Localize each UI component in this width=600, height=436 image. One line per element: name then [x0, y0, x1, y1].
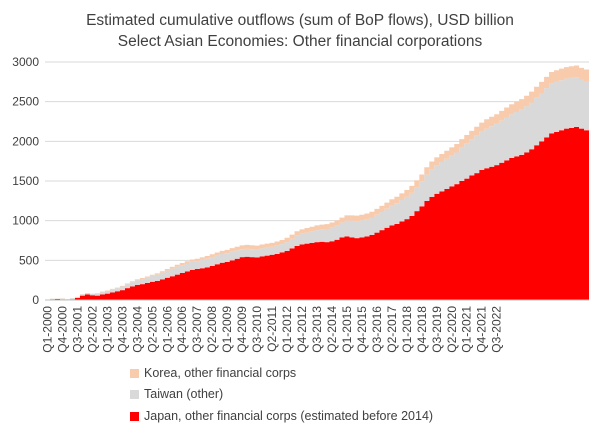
chart-title: Estimated cumulative outflows (sum of Bo…	[86, 12, 514, 29]
x-tick-label: Q2-2017	[385, 306, 399, 353]
x-tick-label: Q3-2007	[190, 306, 204, 353]
x-tick-label: Q1-2009	[220, 306, 234, 353]
y-tick-label: 1500	[12, 174, 39, 188]
x-tick-label: Q3-2022	[490, 306, 504, 353]
x-tick-label: Q4-2015	[355, 306, 369, 353]
x-tick-label: Q1-2015	[340, 306, 354, 353]
x-tick-label: Q1-2018	[400, 306, 414, 353]
legend-swatch-korea	[130, 369, 139, 378]
x-tick-label: Q3-2019	[430, 306, 444, 353]
legend-label-taiwan: Taiwan (other)	[144, 387, 223, 401]
y-tick-label: 0	[32, 293, 39, 307]
y-tick-label: 500	[19, 253, 39, 267]
legend-swatch-taiwan	[130, 390, 139, 399]
x-tick-label: Q2-2020	[445, 306, 459, 353]
x-tick-label: Q4-2009	[235, 306, 249, 353]
x-tick-label: Q2-2014	[325, 306, 339, 353]
y-tick-label: 2000	[12, 134, 39, 148]
x-tick-label: Q1-2021	[460, 306, 474, 353]
x-tick-label: Q3-2013	[310, 306, 324, 353]
series-area-japan	[45, 127, 589, 300]
x-tick-label: Q4-2006	[175, 306, 189, 353]
x-tick-label: Q2-2008	[205, 306, 219, 353]
x-tick-label: Q3-2001	[70, 306, 84, 353]
x-tick-label: Q4-2018	[415, 306, 429, 353]
legend: Korea, other financial corps Taiwan (othe…	[130, 366, 433, 423]
x-tick-label: Q1-2003	[100, 306, 114, 353]
x-tick-label: Q4-2000	[55, 306, 69, 353]
x-tick-label: Q2-2011	[265, 306, 279, 352]
x-tick-label: Q4-2003	[115, 306, 129, 353]
x-tick-label: Q3-2016	[370, 306, 384, 353]
legend-label-korea: Korea, other financial corps	[144, 366, 296, 380]
series-area-taiwan	[45, 77, 589, 300]
plot-area	[45, 65, 589, 300]
chart-subtitle: Select Asian Economies: Other financial …	[118, 33, 483, 50]
x-tick-label: Q3-2004	[130, 306, 144, 353]
x-tick-label: Q3-2010	[250, 306, 264, 353]
x-tick-label: Q1-2000	[40, 306, 54, 353]
y-tick-label: 3000	[12, 55, 39, 69]
x-tick-label: Q4-2021	[475, 306, 489, 353]
y-tick-label: 1000	[12, 214, 39, 228]
x-tick-label: Q2-2002	[85, 306, 99, 353]
legend-swatch-japan	[130, 412, 139, 421]
x-tick-label: Q4-2012	[295, 306, 309, 353]
x-tick-label: Q1-2006	[160, 306, 174, 353]
series-area-korea	[45, 65, 589, 300]
x-tick-label: Q1-2012	[280, 306, 294, 353]
y-tick-label: 2500	[12, 95, 39, 109]
legend-label-japan: Japan, other financial corps (estimated …	[144, 409, 433, 423]
x-tick-label: Q2-2005	[145, 306, 159, 353]
